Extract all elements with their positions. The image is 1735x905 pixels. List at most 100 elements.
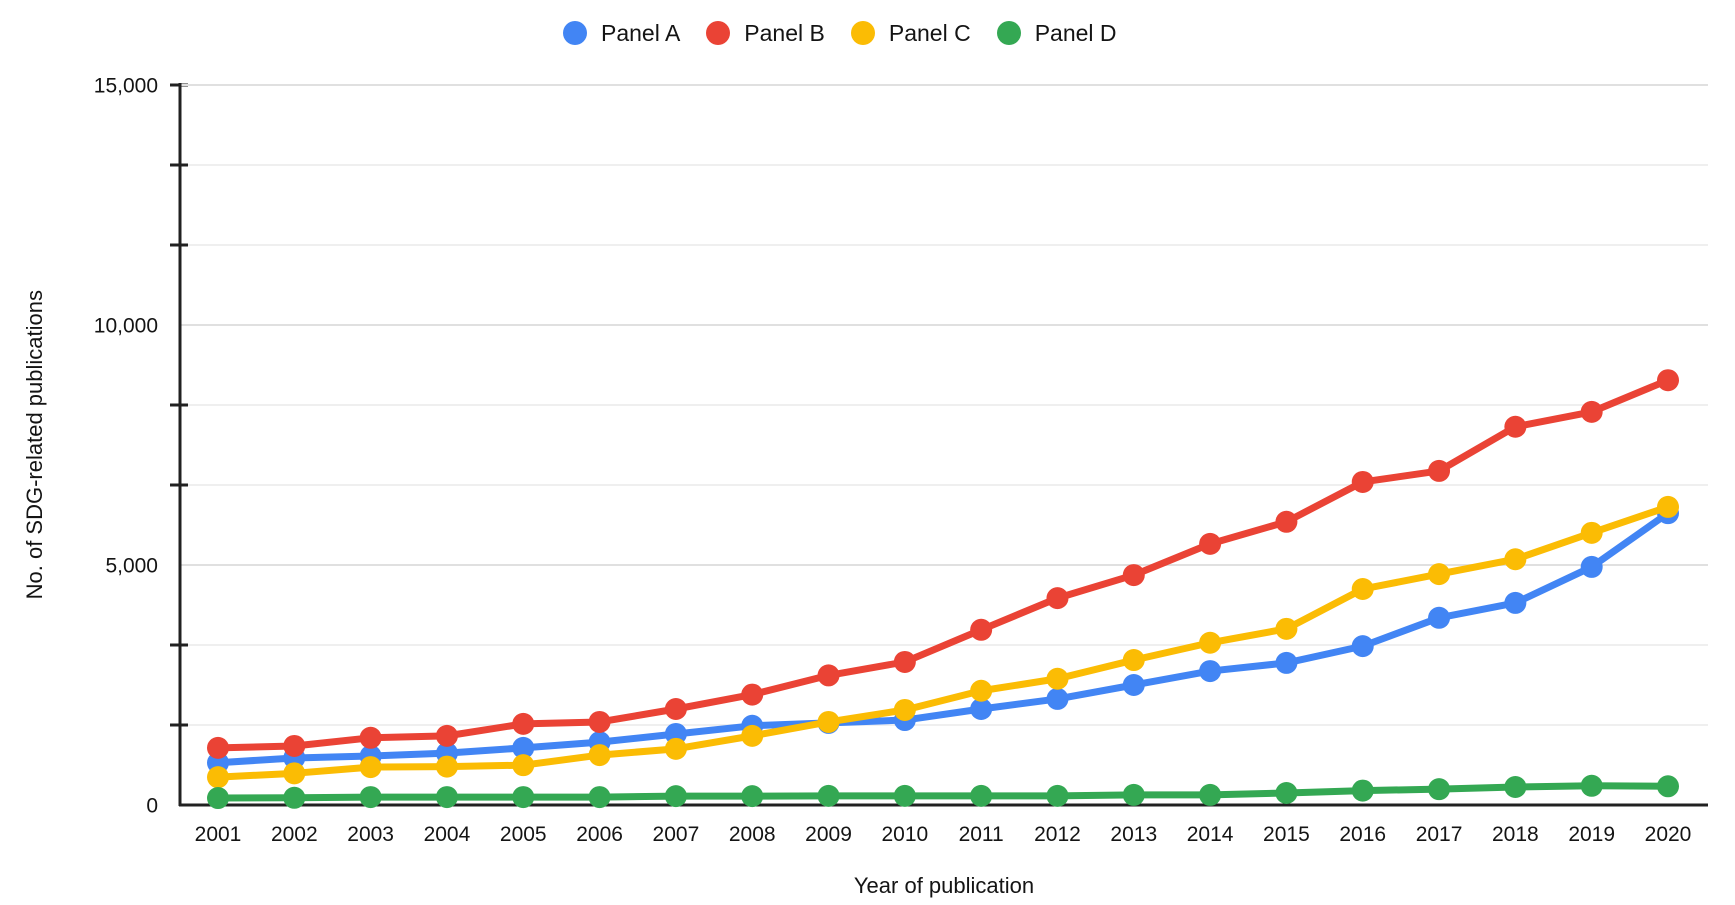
x-tick-label: 2011: [959, 823, 1004, 846]
data-point-panel-d-2011[interactable]: [970, 784, 993, 807]
data-point-panel-d-2001[interactable]: [207, 787, 229, 810]
data-point-panel-c-2018[interactable]: [1504, 548, 1527, 571]
x-tick-label: 2017: [1416, 823, 1463, 846]
data-point-panel-b-2003[interactable]: [359, 726, 382, 749]
data-point-panel-c-2014[interactable]: [1199, 631, 1222, 654]
data-point-panel-d-2006[interactable]: [588, 786, 611, 809]
x-tick-label: 2015: [1263, 823, 1310, 846]
data-point-panel-a-2017[interactable]: [1428, 606, 1451, 629]
data-point-panel-c-2004[interactable]: [435, 755, 458, 778]
data-point-panel-b-2001[interactable]: [207, 736, 229, 759]
data-point-panel-c-2002[interactable]: [283, 762, 306, 785]
x-tick-label: 2020: [1645, 823, 1692, 846]
data-point-panel-b-2019[interactable]: [1580, 400, 1603, 423]
y-tick-label: 5,000: [105, 555, 158, 578]
legend-swatch-panel-b-icon: [706, 21, 731, 45]
data-point-panel-b-2006[interactable]: [588, 710, 611, 733]
data-point-panel-d-2008[interactable]: [741, 785, 764, 808]
y-tick-label: 0: [146, 795, 158, 818]
legend-item-panel-b: Panel B: [706, 20, 825, 47]
data-point-panel-c-2015[interactable]: [1275, 617, 1298, 640]
x-axis-title: Year of publication: [853, 873, 1035, 898]
x-tick-label: 2003: [347, 823, 394, 846]
data-point-panel-b-2017[interactable]: [1428, 459, 1451, 482]
data-point-panel-d-2013[interactable]: [1122, 783, 1145, 806]
x-tick-label: 2004: [424, 823, 471, 846]
data-point-panel-b-2014[interactable]: [1199, 532, 1222, 555]
data-point-panel-b-2020[interactable]: [1657, 369, 1679, 392]
x-tick-label: 2018: [1492, 823, 1539, 846]
data-point-panel-d-2004[interactable]: [435, 786, 458, 809]
data-point-panel-c-2013[interactable]: [1122, 649, 1145, 672]
x-tick-label: 2007: [653, 823, 700, 846]
data-point-panel-d-2014[interactable]: [1199, 783, 1222, 806]
data-point-panel-d-2019[interactable]: [1580, 774, 1603, 797]
data-point-panel-d-2010[interactable]: [893, 784, 916, 807]
data-point-panel-d-2017[interactable]: [1428, 778, 1451, 801]
data-point-panel-c-2012[interactable]: [1046, 667, 1069, 690]
data-point-panel-a-2014[interactable]: [1199, 660, 1222, 683]
data-point-panel-d-2007[interactable]: [664, 785, 687, 808]
x-tick-label: 2013: [1110, 823, 1157, 846]
data-point-panel-c-2007[interactable]: [664, 737, 687, 760]
data-point-panel-c-2006[interactable]: [588, 744, 611, 767]
y-tick-label: 10,000: [94, 315, 158, 338]
legend-item-panel-d: Panel D: [996, 19, 1117, 47]
data-point-panel-b-2012[interactable]: [1046, 587, 1069, 610]
data-point-panel-d-2009[interactable]: [817, 784, 840, 807]
data-point-panel-d-2005[interactable]: [512, 786, 535, 809]
data-point-panel-b-2009[interactable]: [817, 664, 840, 687]
data-point-panel-b-2005[interactable]: [512, 712, 535, 735]
x-tick-label: 2012: [1034, 823, 1081, 846]
data-point-panel-a-2012[interactable]: [1046, 687, 1069, 710]
data-point-panel-b-2015[interactable]: [1275, 510, 1298, 533]
data-point-panel-a-2019[interactable]: [1580, 555, 1603, 578]
data-point-panel-d-2016[interactable]: [1351, 779, 1374, 802]
x-tick-label: 2009: [805, 823, 852, 846]
data-point-panel-c-2020[interactable]: [1657, 495, 1679, 518]
data-point-panel-c-2017[interactable]: [1428, 563, 1451, 586]
series-line-panel-b: [214, 376, 1672, 752]
data-point-panel-a-2005[interactable]: [512, 736, 535, 759]
legend-item-panel-c: Panel C: [850, 20, 971, 47]
data-point-panel-b-2016[interactable]: [1351, 470, 1374, 493]
data-point-panel-b-2004[interactable]: [435, 724, 458, 747]
data-point-panel-d-2002[interactable]: [283, 786, 306, 809]
data-point-panel-a-2018[interactable]: [1504, 591, 1527, 614]
data-point-panel-c-2019[interactable]: [1580, 521, 1603, 544]
data-point-panel-b-2008[interactable]: [741, 683, 764, 706]
data-point-panel-c-2008[interactable]: [741, 724, 764, 747]
data-point-panel-a-2015[interactable]: [1275, 651, 1298, 674]
data-point-panel-d-2003[interactable]: [359, 786, 382, 809]
data-point-panel-b-2011[interactable]: [970, 618, 993, 641]
data-point-panel-b-2010[interactable]: [893, 650, 916, 673]
data-point-panel-a-2013[interactable]: [1122, 674, 1145, 696]
data-point-panel-b-2007[interactable]: [664, 698, 687, 720]
data-point-panel-c-2009[interactable]: [817, 710, 840, 733]
data-point-panel-c-2005[interactable]: [512, 754, 535, 777]
data-point-panel-c-2003[interactable]: [359, 756, 382, 779]
data-point-panel-b-2018[interactable]: [1504, 415, 1527, 438]
data-point-panel-b-2013[interactable]: [1122, 564, 1145, 587]
data-point-panel-d-2020[interactable]: [1657, 775, 1679, 798]
data-point-panel-a-2011[interactable]: [970, 698, 993, 720]
data-point-panel-c-2016[interactable]: [1351, 578, 1374, 600]
y-axis-title-wrap: No. of SDG-related publications: [20, 85, 50, 805]
x-tick-label: 2002: [271, 823, 318, 846]
data-point-panel-c-2010[interactable]: [893, 698, 916, 721]
x-tick-label: 2005: [500, 823, 547, 846]
x-tick-label: 2019: [1568, 823, 1615, 846]
legend-label-panel-d: Panel D: [1034, 19, 1117, 46]
legend-swatch-panel-c-icon: [850, 21, 875, 45]
data-point-panel-a-2016[interactable]: [1351, 635, 1374, 658]
data-point-panel-c-2001[interactable]: [207, 766, 229, 789]
chart-legend: Panel A Panel B Panel C Panel D: [563, 18, 1117, 48]
data-point-panel-d-2015[interactable]: [1275, 782, 1298, 804]
data-point-panel-c-2011[interactable]: [970, 679, 993, 702]
data-point-panel-d-2018[interactable]: [1504, 776, 1527, 798]
y-axis-title: No. of SDG-related publications: [22, 290, 47, 600]
data-point-panel-d-2012[interactable]: [1046, 784, 1069, 807]
data-point-panel-b-2002[interactable]: [283, 734, 306, 757]
x-tick-label: 2006: [576, 823, 623, 846]
x-tick-label: 2014: [1187, 823, 1234, 846]
